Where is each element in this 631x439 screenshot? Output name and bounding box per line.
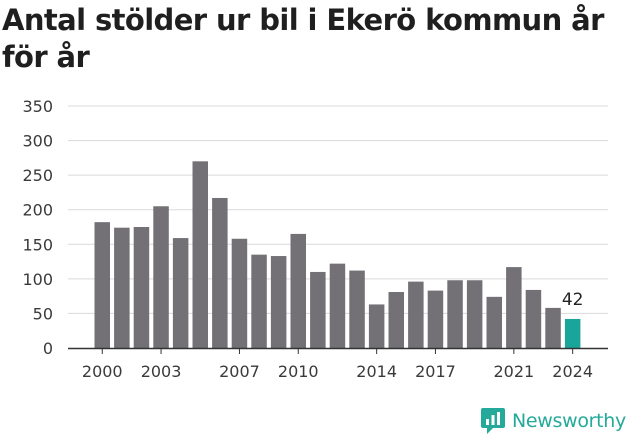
bar-2012: [329, 263, 346, 348]
brand-logo[interactable]: Newsworthy: [480, 407, 626, 435]
bar-2004: [172, 238, 189, 348]
y-tick-label: 350: [22, 97, 53, 116]
bar-2013: [349, 270, 365, 348]
chart-title: Antal stölder ur bil i Ekerö kommun år f…: [2, 3, 604, 74]
newsworthy-logo-icon: [480, 408, 505, 434]
bar-2003: [153, 206, 169, 348]
bar-2002: [133, 227, 150, 348]
x-tick-label: 2024: [552, 362, 593, 381]
y-tick-label: 100: [22, 270, 53, 289]
bar-2022: [525, 289, 542, 348]
bar-2008: [251, 254, 267, 348]
bar-2007: [231, 238, 248, 348]
x-tick-label: 2017: [415, 362, 456, 381]
bar-2023: [545, 307, 561, 348]
x-tick-label: 2021: [493, 362, 534, 381]
bar-2001: [114, 227, 130, 348]
y-tick-label: 250: [22, 166, 53, 185]
y-tick-label: 150: [22, 235, 53, 254]
bar-2010: [290, 233, 306, 348]
bar-2021: [506, 267, 522, 348]
x-axis-tick-labels: 2000 2003 2007 2010 2014 2017 2021 2024: [82, 362, 593, 381]
x-tick-label: 2014: [356, 362, 397, 381]
bar-2017: [427, 290, 444, 348]
y-tick-label: 300: [22, 132, 53, 151]
y-tick-label: 50: [33, 304, 53, 323]
bar-2024: [564, 318, 581, 348]
y-tick-label: 0: [43, 339, 53, 358]
bar-2019: [466, 280, 483, 348]
bar-2000: [94, 222, 110, 348]
y-axis-tick-labels: 0 50 100 150 200 250 300 350: [22, 97, 53, 358]
x-tick-label: 2007: [219, 362, 260, 381]
brand-name: Newsworthy: [511, 410, 626, 432]
bar-2020: [486, 296, 502, 348]
bar-2009: [270, 256, 287, 348]
bar-2018: [447, 280, 463, 348]
x-tick-label: 2010: [278, 362, 319, 381]
bar-2011: [310, 271, 326, 348]
bar-2014: [368, 304, 385, 348]
bar-2005: [192, 161, 208, 348]
bar-2016: [408, 281, 424, 348]
bar-2015: [388, 291, 404, 348]
x-tick-label: 2003: [141, 362, 182, 381]
annotations: 42: [562, 290, 584, 310]
bars: [94, 161, 581, 348]
x-tick-label: 2000: [82, 362, 123, 381]
y-tick-label: 200: [22, 201, 53, 220]
bar-2006: [212, 197, 228, 348]
x-axis: [68, 347, 608, 354]
data-label-2024: 42: [562, 290, 584, 310]
